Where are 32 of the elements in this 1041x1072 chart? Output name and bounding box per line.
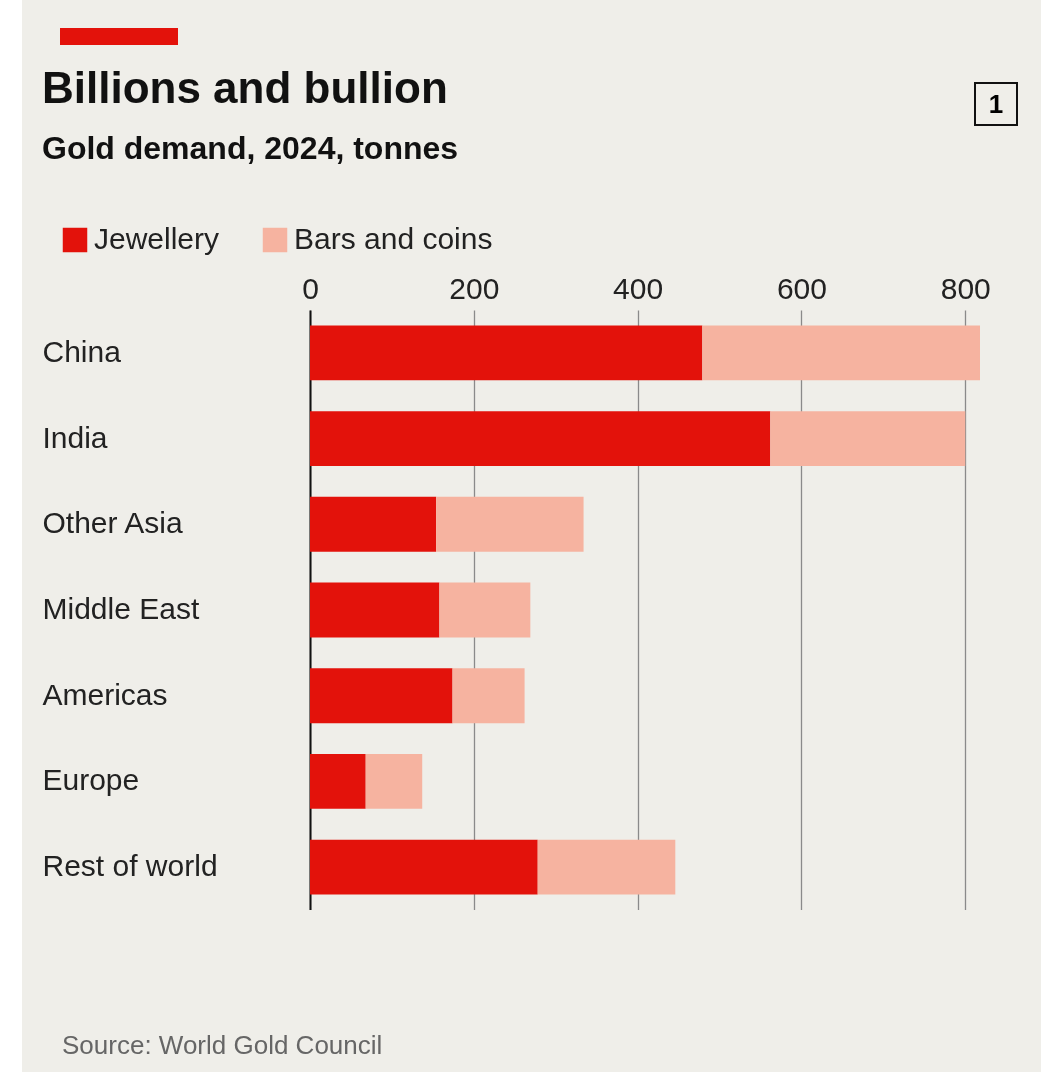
text: 1 (974, 82, 1018, 126)
y-tick-label: Europe (42, 763, 140, 797)
bar (770, 411, 966, 466)
bar (702, 325, 980, 381)
y-tick-label: China (42, 334, 122, 368)
bar (452, 668, 525, 724)
y-tick-label: Middle East (42, 592, 200, 625)
x-tick-label: 800 (940, 271, 991, 305)
y-tick-label: Rest of world (42, 849, 218, 883)
chart-subtitle: Gold demand, 2024, tonnes (42, 130, 459, 166)
bar (310, 582, 440, 638)
bar (537, 839, 676, 895)
legend-label: Jewellery (94, 222, 220, 255)
bar (310, 411, 771, 466)
x-tick-label: 600 (776, 271, 827, 305)
x-tick-label: 0 (302, 271, 319, 305)
chart-title: Billions and bullion (42, 63, 448, 112)
bar (310, 754, 366, 809)
bar (310, 668, 453, 724)
x-tick-label: 200 (449, 271, 500, 305)
y-tick-label: India (42, 420, 108, 454)
bar (310, 839, 538, 895)
bar (365, 754, 423, 809)
bar (310, 496, 437, 552)
bar (436, 496, 584, 552)
bar (310, 325, 703, 381)
y-tick-label: Other Asia (42, 506, 183, 540)
y-tick-label: Americas (42, 677, 168, 711)
source-note: Source: World Gold Council (62, 1030, 383, 1061)
x-tick-label: 400 (613, 271, 664, 305)
legend-label: Bars and coins (294, 222, 493, 255)
bar (439, 582, 531, 638)
